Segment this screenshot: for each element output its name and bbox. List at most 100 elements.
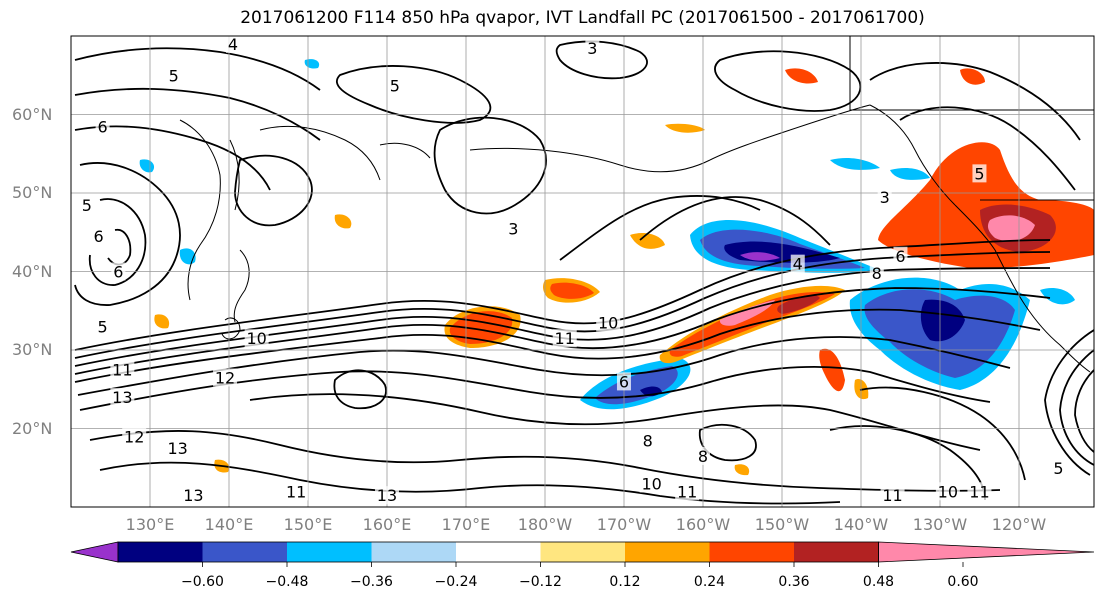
contour-label: 5: [169, 66, 179, 85]
contour-label: 6: [98, 117, 108, 136]
longitude-label: 170°E: [441, 515, 491, 534]
colorbar: [70, 541, 1095, 567]
colorbar-segment: [456, 542, 541, 562]
contour-label: 10: [938, 482, 958, 501]
colorbar-segment: [540, 542, 626, 562]
longitude-label: 140°W: [833, 515, 889, 534]
contour-label-background: [110, 360, 135, 379]
contour-label: 13: [112, 388, 132, 407]
contour-label-background: [387, 76, 402, 95]
colorbar-segment: [287, 542, 372, 562]
latitude-label: 40°N: [12, 261, 53, 281]
contour-label-background: [639, 474, 664, 493]
longitude-label: 160°E: [362, 515, 412, 534]
contour-label: 5: [390, 76, 400, 95]
contour-label: 13: [167, 439, 187, 458]
contour-label: 10: [598, 314, 618, 333]
contour-label-background: [95, 117, 110, 136]
graticule: [71, 36, 1094, 507]
positive-anomaly-regions: [154, 68, 1094, 476]
contour-label-background: [122, 427, 147, 446]
contour-label-background: [616, 372, 631, 391]
contour-label: 10: [641, 474, 661, 493]
longitude-label: 150°E: [283, 515, 333, 534]
colorbar-extend-high: [878, 541, 1095, 563]
colorbar-tick-label: 0.48: [862, 574, 895, 590]
contour-label-background: [552, 329, 577, 348]
contour-label-background: [506, 219, 521, 238]
contour-label-background: [95, 317, 110, 336]
coastlines: [179, 36, 1094, 373]
contour-label-background: [585, 38, 600, 57]
colorbar-tick-label: −0.48: [265, 574, 309, 590]
longitude-label: 180°W: [517, 515, 573, 534]
contour-label: 4: [228, 35, 238, 54]
contour-label: 13: [183, 486, 203, 505]
contour-label: 12: [124, 427, 144, 446]
contour-label-background: [244, 329, 269, 348]
map-frame: [70, 35, 1095, 508]
contour-label-background: [91, 227, 106, 246]
latitude-label: 50°N: [12, 183, 53, 202]
contour-label-background: [213, 368, 238, 387]
map-title: 2017061200 F114 850 hPa qvapor, IVT Land…: [240, 8, 925, 28]
contour-label-background: [596, 313, 621, 332]
longitude-label: 150°W: [754, 515, 810, 534]
contour-label-background: [869, 264, 884, 283]
latitude-label: 30°N: [12, 340, 53, 359]
contour-label: 3: [508, 219, 518, 238]
colorbar-tick-label: 0.36: [778, 574, 810, 590]
contour-label-background: [374, 486, 399, 505]
longitude-label: 130°W: [912, 515, 968, 534]
contour-label: 3: [880, 188, 890, 207]
colorbar-segment: [118, 542, 203, 562]
contour-label-background: [225, 36, 240, 53]
contour-label: 8: [872, 264, 882, 283]
contour-label-background: [675, 482, 700, 501]
colorbar-tick-label: −0.24: [434, 574, 478, 590]
contour-label: 3: [587, 39, 597, 58]
contour-label: 6: [895, 247, 905, 266]
contour-label: 6: [113, 263, 123, 282]
colorbar-tick-label: −0.60: [181, 574, 224, 590]
contour-label-background: [111, 262, 126, 281]
colorbar-tick-label: 0.24: [693, 574, 726, 590]
colorbar-tick-label: 0.60: [947, 574, 979, 590]
contour-label-background: [967, 482, 992, 501]
qvapor-contours: [74, 40, 1094, 505]
contour-label-background: [880, 486, 905, 505]
colorbar-frame: [117, 541, 879, 563]
contour-label: 10: [246, 329, 266, 348]
contour-label-background: [893, 246, 908, 265]
contour-label: 5: [82, 196, 92, 215]
contour-label-background: [181, 486, 206, 505]
contour-label-background: [284, 482, 309, 501]
longitude-label: 130°E: [125, 515, 175, 534]
contour-label: 8: [698, 447, 708, 466]
contour-label-background: [1051, 458, 1066, 477]
longitude-label: 160°W: [675, 515, 731, 534]
contour-label: 11: [286, 482, 306, 501]
contour-label: 6: [619, 372, 629, 391]
contour-label-background: [695, 446, 710, 465]
contour-label-background: [79, 195, 94, 214]
longitude-label: 120°W: [991, 515, 1047, 534]
contour-label-background: [165, 439, 190, 458]
contour-label: 11: [882, 486, 902, 505]
contour-label: 13: [377, 486, 397, 505]
colorbar-segment: [709, 542, 795, 562]
contour-label-background: [640, 431, 655, 450]
contour-label: 11: [969, 482, 989, 501]
colorbar-tick-label: −0.12: [519, 574, 562, 590]
colorbar-tick-label: 0.12: [609, 574, 641, 590]
colorbar-segment: [625, 542, 710, 562]
contour-label-background: [166, 66, 181, 85]
contour-label: 5: [1053, 459, 1063, 478]
contour-label-background: [877, 187, 892, 206]
colorbar-tick-label: −0.36: [350, 574, 393, 590]
contour-label: 11: [555, 329, 575, 348]
contour-label: 8: [643, 431, 653, 450]
colorbar-segment: [202, 542, 288, 562]
colorbar-segment: [794, 542, 879, 562]
